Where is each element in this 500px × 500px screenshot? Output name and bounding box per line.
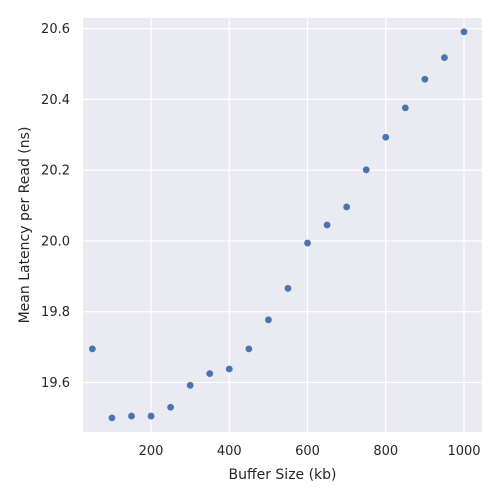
data-point xyxy=(421,75,429,83)
x-tick-label: 600 xyxy=(295,444,320,459)
data-point xyxy=(108,414,116,422)
data-point xyxy=(304,239,311,247)
data-point xyxy=(401,104,409,112)
data-point xyxy=(186,381,194,389)
y-tick-label: 20.4 xyxy=(41,93,70,108)
data-point xyxy=(225,365,233,373)
data-point xyxy=(167,403,175,411)
y-axis-title: Mean Latency per Read (ns) xyxy=(17,127,33,324)
y-tick-label: 20.6 xyxy=(41,22,70,37)
data-point xyxy=(441,54,448,62)
data-point xyxy=(265,316,272,324)
y-tick-label: 20.0 xyxy=(41,234,70,249)
data-point xyxy=(245,345,253,353)
plot-area xyxy=(83,18,482,432)
y-tick-label: 19.6 xyxy=(41,376,70,391)
data-point xyxy=(284,284,292,292)
data-points xyxy=(88,28,468,422)
x-axis-title: Buffer Size (kb) xyxy=(228,467,336,483)
grid-lines xyxy=(83,18,482,432)
data-point xyxy=(323,221,331,229)
data-point xyxy=(343,203,351,211)
data-point xyxy=(382,133,390,141)
data-point xyxy=(460,28,468,36)
x-tick-label: 400 xyxy=(217,444,242,459)
x-tick-labels: 200 400 600 800 1000 xyxy=(139,444,481,459)
x-tick-label: 800 xyxy=(373,444,398,459)
data-point xyxy=(362,166,370,174)
data-point xyxy=(206,370,214,378)
x-tick-label: 1000 xyxy=(447,444,480,459)
data-point xyxy=(128,412,135,420)
y-tick-label: 20.2 xyxy=(41,164,70,179)
data-point xyxy=(88,345,96,353)
y-tick-label: 19.8 xyxy=(41,305,70,320)
y-tick-labels: 19.6 19.8 20.0 20.2 20.4 20.6 xyxy=(41,22,70,391)
x-tick-label: 200 xyxy=(139,444,164,459)
data-point xyxy=(147,412,155,420)
